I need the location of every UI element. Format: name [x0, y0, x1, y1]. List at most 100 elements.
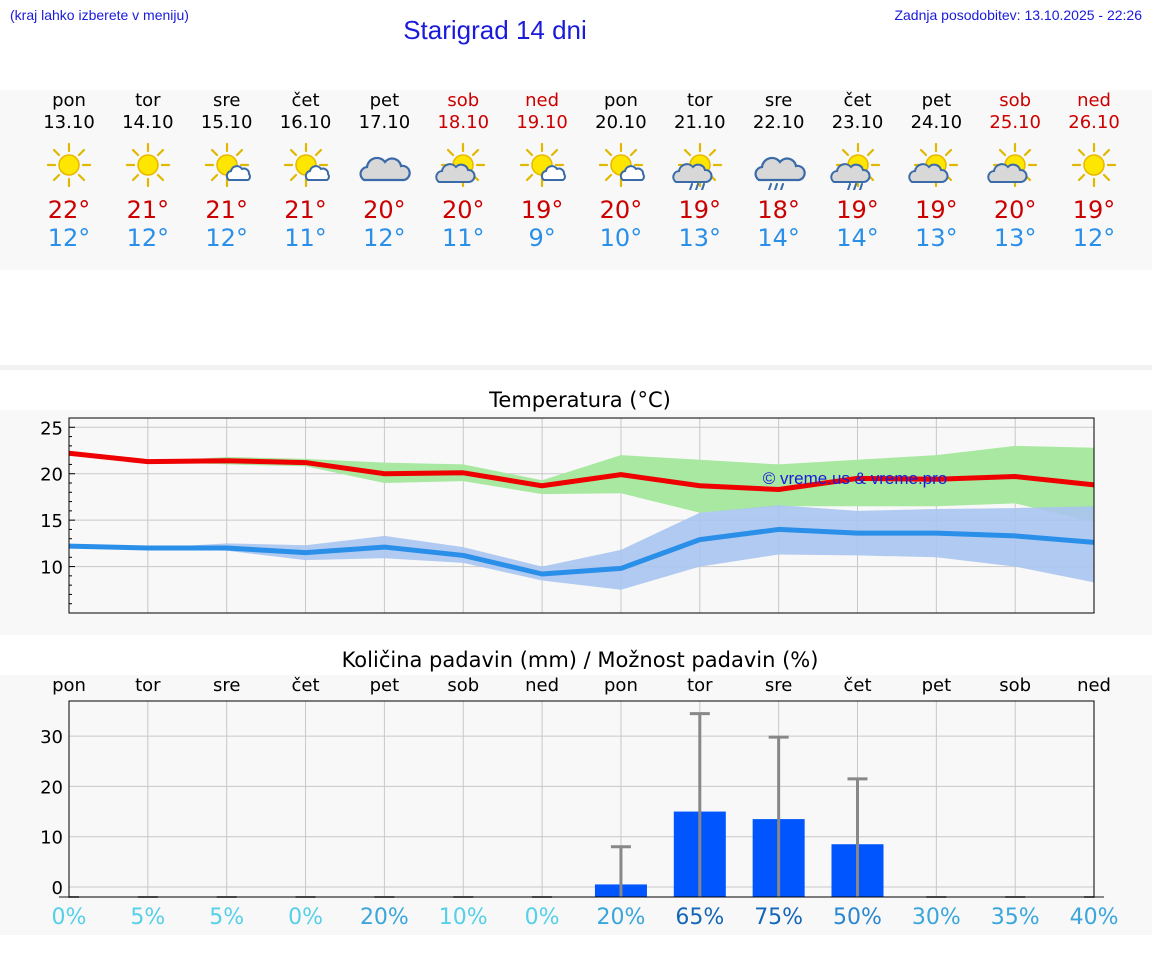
- min-temperature: 9°: [528, 224, 556, 252]
- plot-frame: [68, 700, 1095, 898]
- forecast-day: čet 16.10 21° 11°: [266, 90, 346, 252]
- forecast-day: ned 19.10 19° 9°: [502, 90, 582, 252]
- max-temperature: 21°: [126, 196, 170, 224]
- forecast-day: čet 23.10 19° 14°: [818, 90, 898, 252]
- location-hint: (kraj lahko izberete v meniju): [10, 7, 189, 23]
- min-temperature-range: [69, 505, 1095, 590]
- day-name: tor: [135, 90, 161, 111]
- forecast-day: pet 24.10 19° 13°: [896, 90, 976, 252]
- min-temperature: 11°: [284, 224, 327, 252]
- forecast-day: tor 14.10 21° 12°: [108, 90, 188, 252]
- day-date: 17.10: [358, 112, 411, 133]
- day-name: sre: [212, 90, 241, 111]
- max-temperature: 19°: [678, 196, 722, 224]
- min-temperature: 13°: [915, 224, 958, 252]
- day-date: 24.10: [910, 112, 963, 133]
- precip-day-label: pon: [604, 675, 638, 696]
- day-name: pet: [921, 90, 952, 111]
- min-temperature: 12°: [126, 224, 170, 252]
- precipitation-probability: 0%: [51, 905, 87, 930]
- max-temperature: 21°: [284, 196, 327, 224]
- forecast-day: sre 15.10 21° 12°: [187, 90, 267, 252]
- day-name: tor: [687, 90, 713, 111]
- day-name: sre: [764, 90, 793, 111]
- forecast-day: sre 22.10 18° 14°: [739, 90, 819, 252]
- precipitation-probability: 20%: [596, 905, 646, 930]
- forecast-day: pet 17.10 20° 12°: [344, 90, 424, 252]
- min-temperature: 12°: [47, 224, 91, 252]
- day-name: pon: [604, 90, 638, 111]
- precipitation-probability: 65%: [675, 905, 725, 930]
- precip-day-label: ned: [1077, 675, 1111, 696]
- forecast-day: sob 25.10 20° 13°: [975, 90, 1055, 252]
- day-name: pet: [369, 90, 400, 111]
- forecast-day: pon 20.10 20° 10°: [581, 90, 661, 252]
- precipitation-chart-title: Količina padavin (mm) / Možnost padavin …: [341, 648, 819, 672]
- precipitation-probability: 40%: [1069, 905, 1119, 930]
- day-date: 26.10: [1068, 112, 1120, 133]
- sun-icon: [46, 142, 92, 188]
- min-temperature: 10°: [599, 224, 643, 252]
- min-temperature: 11°: [441, 224, 485, 252]
- min-temperature: 13°: [993, 224, 1037, 252]
- precip-day-label: tor: [687, 675, 713, 696]
- last-updated: Zadnja posodobitev: 13.10.2025 - 22:26: [894, 7, 1142, 23]
- sun-cloud-rain-icon: [672, 142, 722, 190]
- precipitation-chart: 0 10 20 30: [40, 700, 1105, 899]
- sun-cloud-rain-icon: [829, 142, 880, 190]
- precipitation-band: [0, 675, 1152, 935]
- min-temperature: 14°: [757, 224, 800, 252]
- day-date: 20.10: [595, 112, 647, 133]
- max-temperature: 19°: [520, 196, 564, 224]
- sun-icon: [1071, 142, 1117, 188]
- day-date: 23.10: [831, 112, 884, 133]
- precip-day-label: pet: [369, 675, 400, 696]
- cloudy-icon: [359, 156, 412, 182]
- separator-band: [0, 365, 1152, 370]
- min-temperature: 12°: [1072, 224, 1116, 252]
- precipitation-probability: 20%: [359, 905, 409, 930]
- day-date: 19.10: [516, 112, 568, 133]
- day-name: sob: [447, 90, 480, 111]
- partly-cloudy-icon: [908, 142, 959, 188]
- precip-day-label: tor: [135, 675, 161, 696]
- max-temperature-line: [68, 450, 1095, 492]
- max-temperature: 19°: [915, 196, 958, 224]
- precip-day-label: pon: [52, 675, 86, 696]
- y-tick-label: 10: [40, 828, 63, 849]
- sun-small-cloud-icon: [598, 142, 645, 188]
- forecast-day: sob 18.10 20° 11°: [423, 90, 503, 252]
- max-temperature: 19°: [1072, 196, 1116, 224]
- precipitation-probability: 5%: [130, 905, 166, 930]
- min-temperature: 12°: [363, 224, 406, 252]
- y-tick-label: 0: [52, 878, 63, 899]
- day-name: čet: [843, 90, 872, 111]
- day-date: 14.10: [122, 112, 174, 133]
- y-tick-label: 30: [40, 727, 63, 748]
- y-tick-label: 20: [40, 777, 63, 798]
- day-date: 22.10: [752, 112, 805, 133]
- day-name: ned: [1077, 90, 1111, 111]
- precipitation-probability: 75%: [754, 905, 804, 930]
- cloud-rain-icon: [754, 156, 806, 190]
- max-temperature: 21°: [205, 196, 248, 224]
- precip-day-label: sob: [999, 675, 1032, 696]
- precip-day-label: pet: [921, 675, 952, 696]
- precipitation-probability: 0%: [288, 905, 323, 930]
- day-name: sob: [999, 90, 1032, 111]
- temperature-chart-title: Temperatura (°C): [489, 388, 671, 412]
- page-title: Starigrad 14 dni: [403, 15, 587, 45]
- forecast-band: [0, 90, 1152, 270]
- partly-cloudy-icon: [435, 142, 486, 188]
- max-temperature: 20°: [363, 196, 406, 224]
- precip-day-label: ned: [525, 675, 560, 696]
- forecast-day: pon 13.10 22° 12°: [29, 90, 109, 252]
- max-temperature: 20°: [993, 196, 1037, 224]
- day-date: 25.10: [989, 112, 1041, 133]
- day-name: ned: [525, 90, 560, 111]
- day-date: 21.10: [674, 112, 726, 133]
- precip-day-label: čet: [843, 675, 872, 696]
- min-temperature: 14°: [836, 224, 879, 252]
- precipitation-probability: 50%: [833, 905, 882, 930]
- day-date: 18.10: [437, 112, 490, 133]
